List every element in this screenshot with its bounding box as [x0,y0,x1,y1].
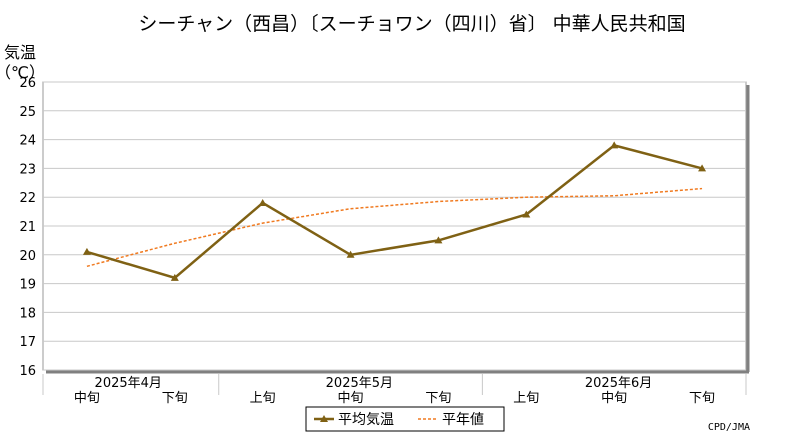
y-tick-label: 20 [19,249,36,264]
grid-lines [43,81,746,371]
average-temperature-point [170,273,179,281]
legend-normal-label: 平年値 [442,412,484,428]
y-tick-label: 16 [19,364,36,379]
chart-title: シーチャン（西昌）〔スーチョワン（四川）省〕 中華人民共和国 [138,13,685,35]
y-tick-label: 19 [19,278,36,293]
month-label: 2025年5月 [326,376,393,391]
x-tick-label: 中旬 [601,391,627,406]
average-temperature-point [610,141,619,149]
y-axis-unit-label: （℃） [0,63,45,82]
average-temperature-point [434,236,443,244]
y-tick-label: 24 [19,134,36,149]
plot-frame [42,81,750,374]
x-tick-label: 下旬 [162,391,188,406]
series-layer [82,141,707,281]
y-tick-labels: 16 17 18 19 20 21 22 23 24 25 26 [19,76,36,379]
average-temperature-point [258,198,267,206]
average-temperature-point [698,164,707,172]
average-temperature-point [346,250,355,258]
credit-label: CPD/JMA [708,422,750,433]
month-label: 2025年4月 [95,376,162,391]
y-tick-label: 23 [19,162,36,177]
x-tick-label: 下旬 [425,391,451,406]
y-tick-label: 25 [19,105,36,120]
legend: 平均気温 平年値 [305,406,505,432]
legend-box [305,406,505,432]
x-tick-label: 中旬 [74,391,100,406]
x-tick-label: 下旬 [689,391,715,406]
y-tick-label: 26 [19,76,36,91]
x-tick-label: 上旬 [250,391,276,406]
legend-average-marker [320,415,328,422]
y-axis-label: 気温 [4,43,36,62]
average-temperature-line [86,143,703,280]
average-temperature-point [522,210,531,218]
normal-line [86,187,703,268]
legend-average-label: 平均気温 [338,412,394,428]
average-temperature-point [82,247,91,255]
y-tick-label: 21 [19,220,36,235]
y-tick-label: 17 [19,335,36,350]
y-tick-label: 22 [19,191,36,206]
month-label: 2025年6月 [585,376,652,391]
y-tick-label: 18 [19,306,36,321]
x-tick-label: 中旬 [338,391,364,406]
x-tick-label: 上旬 [513,391,539,406]
